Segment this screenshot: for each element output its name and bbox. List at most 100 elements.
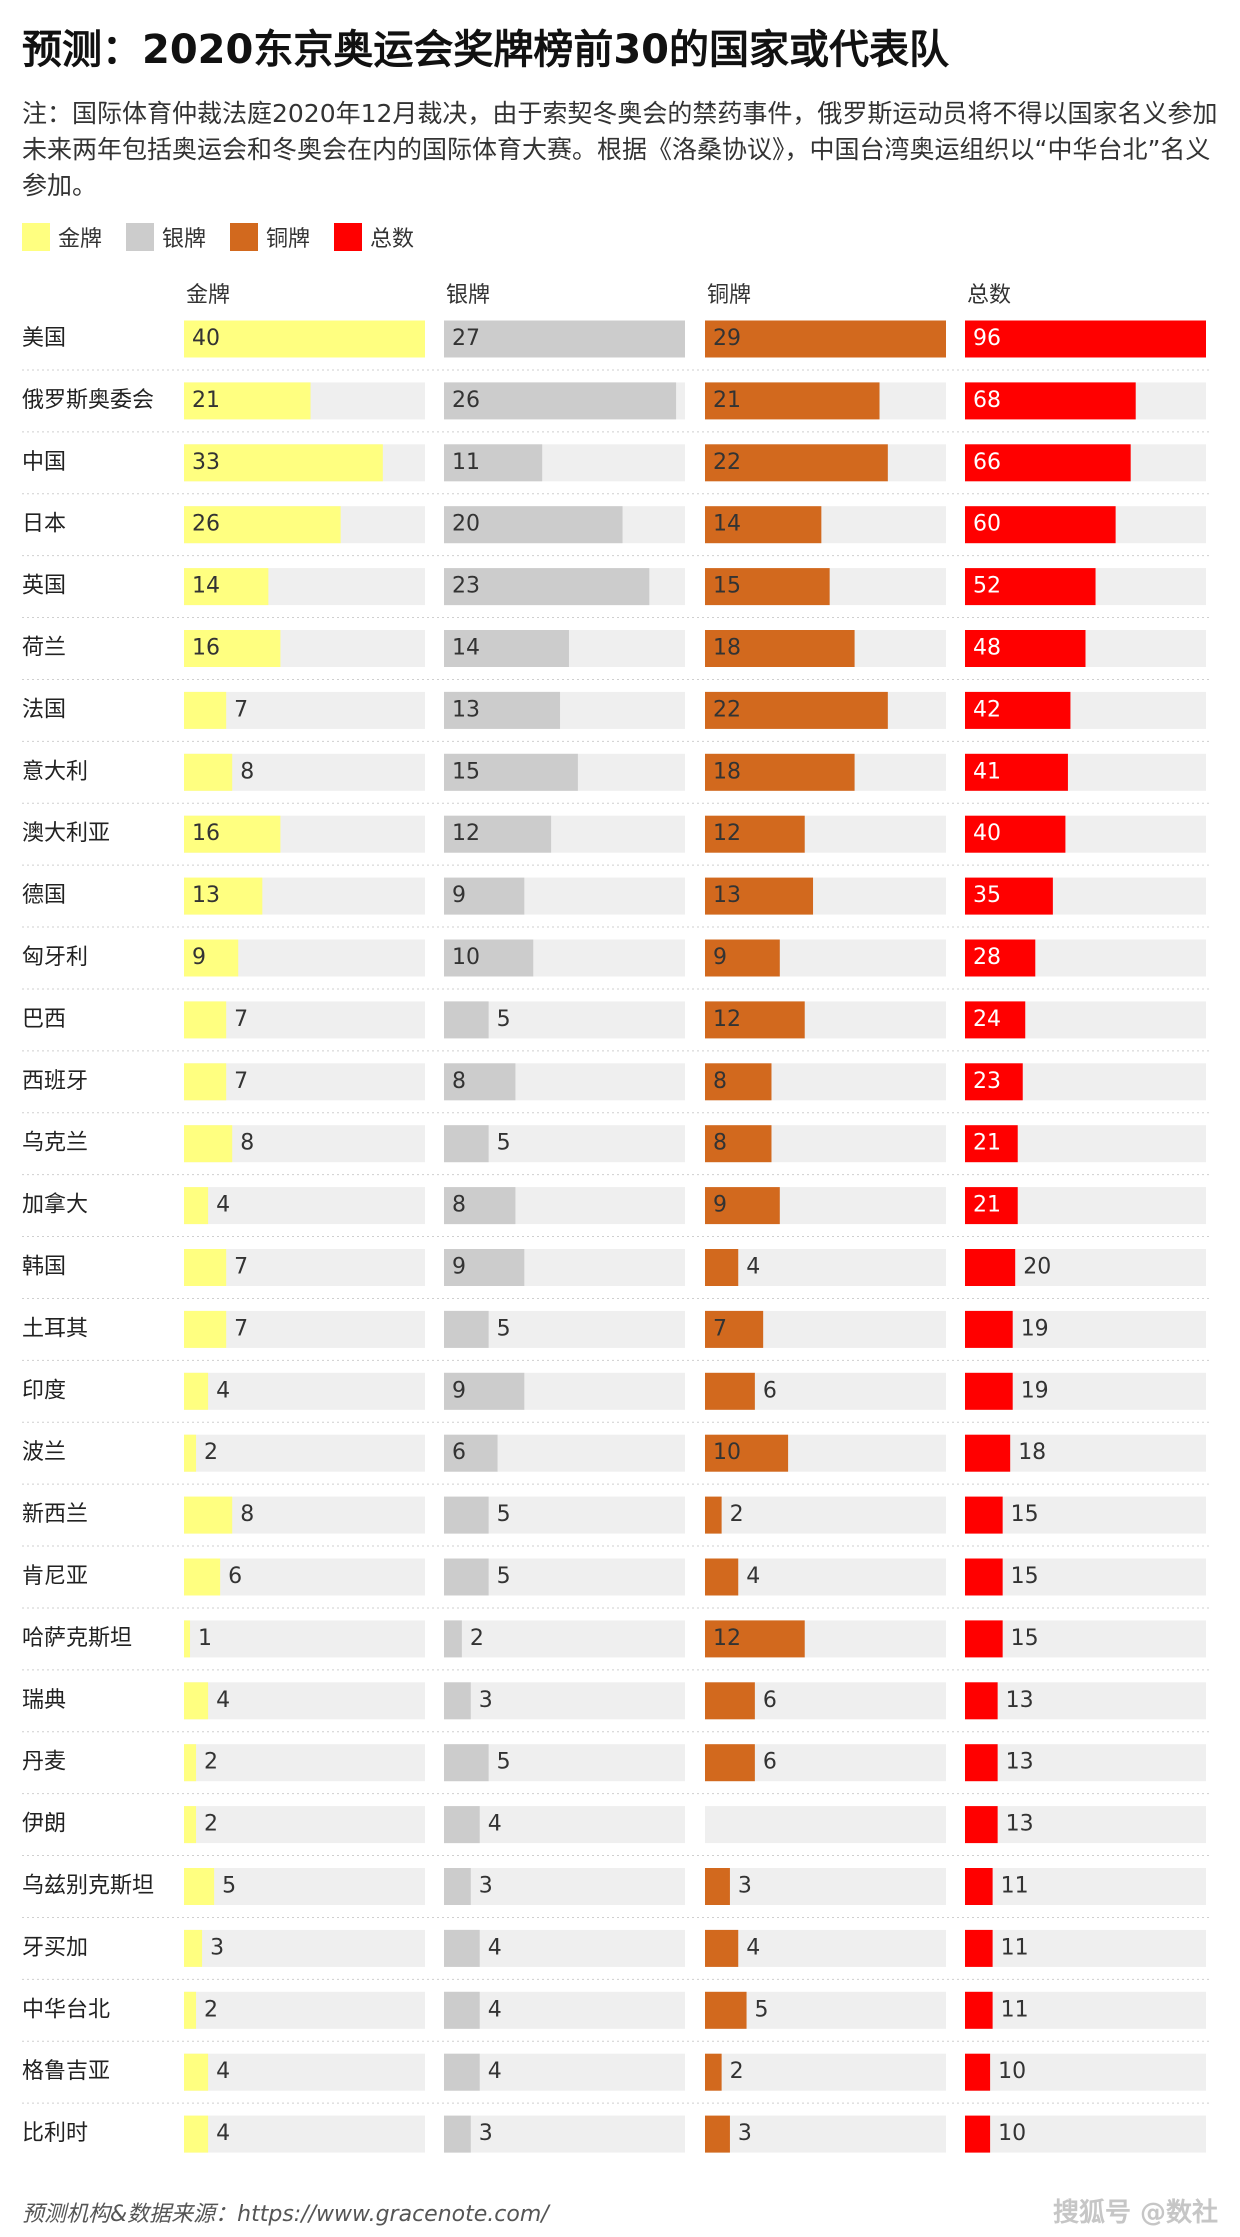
value-label: 11	[1001, 1997, 1029, 2022]
value-label: 4	[216, 2121, 230, 2146]
value-label: 19	[1021, 1316, 1049, 1341]
value-label: 4	[488, 1935, 502, 1960]
bar-track	[444, 1929, 685, 1967]
bar-1	[444, 2115, 471, 2153]
value-label: 4	[216, 1193, 230, 1218]
country-label: 新西兰	[22, 1502, 88, 1527]
value-label: 6	[763, 1378, 777, 1403]
bar-1	[444, 1620, 462, 1658]
value-label: 8	[240, 1131, 254, 1156]
legend-swatch-gold	[22, 223, 50, 251]
bar-0	[184, 1991, 197, 2029]
bar-2	[705, 630, 855, 667]
value-label: 96	[973, 326, 1001, 351]
value-label: 3	[479, 1688, 493, 1713]
bar-3	[965, 939, 1036, 977]
bar-2	[705, 1929, 739, 1967]
value-label: 10	[998, 2059, 1026, 2084]
value-label: 3	[479, 1874, 493, 1899]
bar-0	[184, 444, 383, 482]
value-label: 6	[228, 1564, 242, 1589]
value-label: 26	[452, 388, 480, 413]
value-label: 2	[204, 1750, 218, 1775]
value-label: 29	[713, 326, 741, 351]
value-label: 2	[204, 1997, 218, 2022]
country-label: 中国	[22, 450, 66, 475]
value-label: 22	[713, 450, 741, 475]
bar-1	[444, 444, 543, 482]
bar-track	[444, 1682, 685, 1720]
bar-1	[444, 1929, 480, 1967]
value-label: 9	[192, 945, 206, 970]
value-label: 4	[216, 2059, 230, 2084]
value-label: 28	[973, 945, 1001, 970]
value-label: 15	[452, 759, 480, 784]
value-label: 11	[1001, 1874, 1029, 1899]
bar-track	[184, 2053, 425, 2091]
value-label: 5	[497, 1502, 511, 1527]
column-header-1: 银牌	[446, 283, 490, 308]
value-label: 8	[240, 759, 254, 784]
bar-track	[444, 1620, 685, 1658]
bar-1	[444, 691, 561, 729]
bar-track	[965, 2053, 1206, 2091]
bar-2	[705, 2115, 730, 2153]
bar-3	[965, 1496, 1003, 1534]
value-label: 27	[452, 326, 480, 351]
bar-track	[965, 1868, 1206, 1905]
country-label: 哈萨克斯坦	[22, 1626, 132, 1651]
bar-2	[705, 1434, 789, 1472]
bar-2	[705, 1558, 739, 1596]
bar-0	[184, 568, 269, 606]
bar-2	[705, 753, 855, 791]
value-label: 13	[192, 883, 220, 908]
value-label: 10	[452, 945, 480, 970]
bar-3	[965, 753, 1068, 791]
bar-track	[184, 1620, 425, 1658]
value-label: 14	[452, 636, 480, 661]
bar-1	[444, 1310, 489, 1348]
value-label: 5	[497, 1750, 511, 1775]
bar-0	[184, 1806, 197, 1844]
value-label: 66	[973, 450, 1001, 475]
bar-0	[184, 2115, 209, 2153]
value-label: 14	[192, 574, 220, 599]
value-label: 3	[738, 1874, 752, 1899]
bar-track	[705, 1249, 946, 1286]
bar-track	[184, 1806, 425, 1844]
bar-0	[184, 691, 227, 729]
bar-2	[705, 568, 830, 606]
bar-1	[444, 2053, 480, 2091]
bar-3	[965, 382, 1136, 420]
bar-1	[444, 506, 623, 544]
bar-track	[965, 1558, 1206, 1596]
bar-0	[184, 1187, 209, 1225]
bar-0	[184, 753, 233, 791]
bar-track	[184, 1682, 425, 1720]
bar-2	[705, 1249, 739, 1286]
value-label: 41	[973, 759, 1001, 784]
bar-track	[444, 1991, 685, 2029]
column-header-0: 金牌	[186, 283, 230, 308]
bar-2	[705, 1372, 755, 1410]
value-label: 13	[1006, 1688, 1034, 1713]
legend: 金牌 银牌 铜牌 总数	[22, 222, 438, 252]
bar-track	[184, 1558, 425, 1596]
value-label: 33	[192, 450, 220, 475]
value-label: 7	[713, 1316, 727, 1341]
value-label: 11	[452, 450, 480, 475]
value-label: 12	[713, 821, 741, 846]
country-label: 俄罗斯奥委会	[22, 388, 154, 413]
bar-3	[965, 568, 1096, 606]
bar-1	[444, 568, 650, 606]
bar-track	[184, 1868, 425, 1905]
watermark: 搜狐号 @数社	[1052, 2198, 1218, 2228]
bar-0	[184, 939, 239, 977]
bar-2	[705, 691, 888, 729]
value-label: 18	[1018, 1440, 1046, 1465]
bar-track	[184, 1991, 425, 2029]
value-label: 10	[713, 1440, 741, 1465]
value-label: 24	[973, 1007, 1001, 1032]
value-label: 3	[210, 1935, 224, 1960]
legend-label-silver: 银牌	[162, 227, 207, 252]
